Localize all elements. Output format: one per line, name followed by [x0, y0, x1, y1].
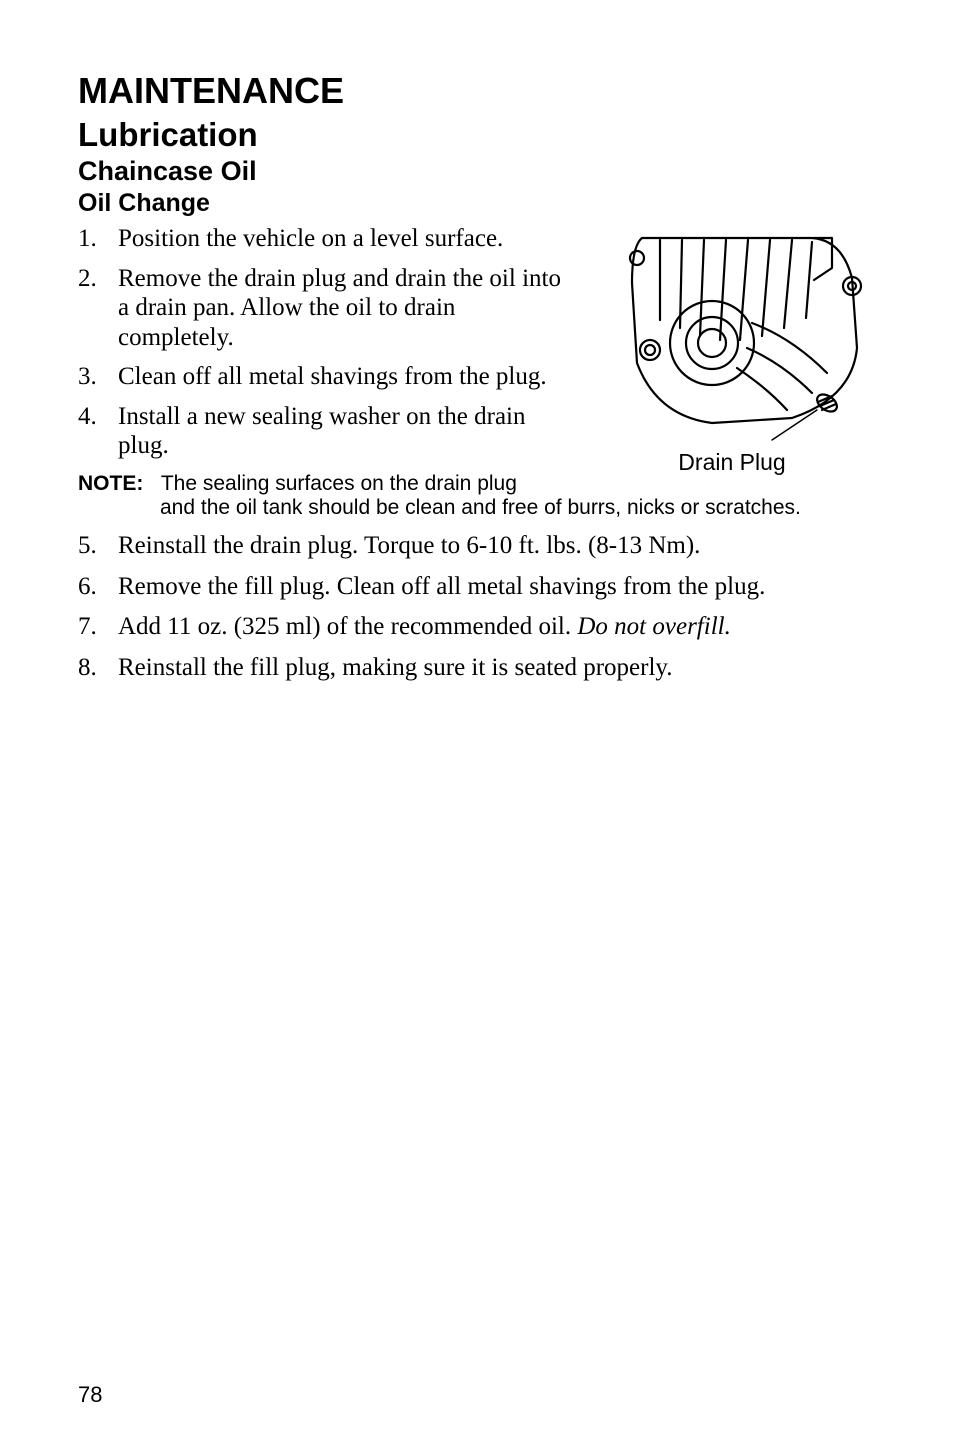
heading-oil-change: Oil Change — [78, 189, 882, 218]
emphasis: Do not overfill. — [577, 613, 730, 640]
note-text-1: The sealing surfaces on the drain plug — [161, 472, 517, 495]
step-item: Remove the fill plug. Clean off all meta… — [78, 572, 882, 603]
step-item: Reinstall the fill plug, making sure it … — [78, 653, 882, 684]
note-block: NOTE: The sealing surfaces on the drain … — [78, 471, 882, 522]
heading-maintenance: MAINTENANCE — [78, 70, 882, 112]
step-item: Position the vehicle on a level surface. — [78, 224, 882, 254]
heading-lubrication: Lubrication — [78, 116, 882, 154]
step-item: Remove the drain plug and drain the oil … — [78, 264, 882, 353]
page-number: 78 — [78, 1382, 102, 1408]
step-item: Install a new sealing washer on the drai… — [78, 402, 882, 461]
note-label: NOTE: — [78, 472, 143, 495]
heading-chaincase-oil: Chaincase Oil — [78, 156, 882, 187]
step-item: Clean off all metal shavings from the pl… — [78, 362, 882, 392]
note-text-2: and the oil tank should be clean and fre… — [78, 495, 882, 521]
step-item: Reinstall the drain plug. Torque to 6-10… — [78, 531, 882, 562]
steps-list-b: Reinstall the drain plug. Torque to 6-10… — [78, 531, 882, 683]
step-item: Add 11 oz. (325 ml) of the recommended o… — [78, 612, 882, 643]
